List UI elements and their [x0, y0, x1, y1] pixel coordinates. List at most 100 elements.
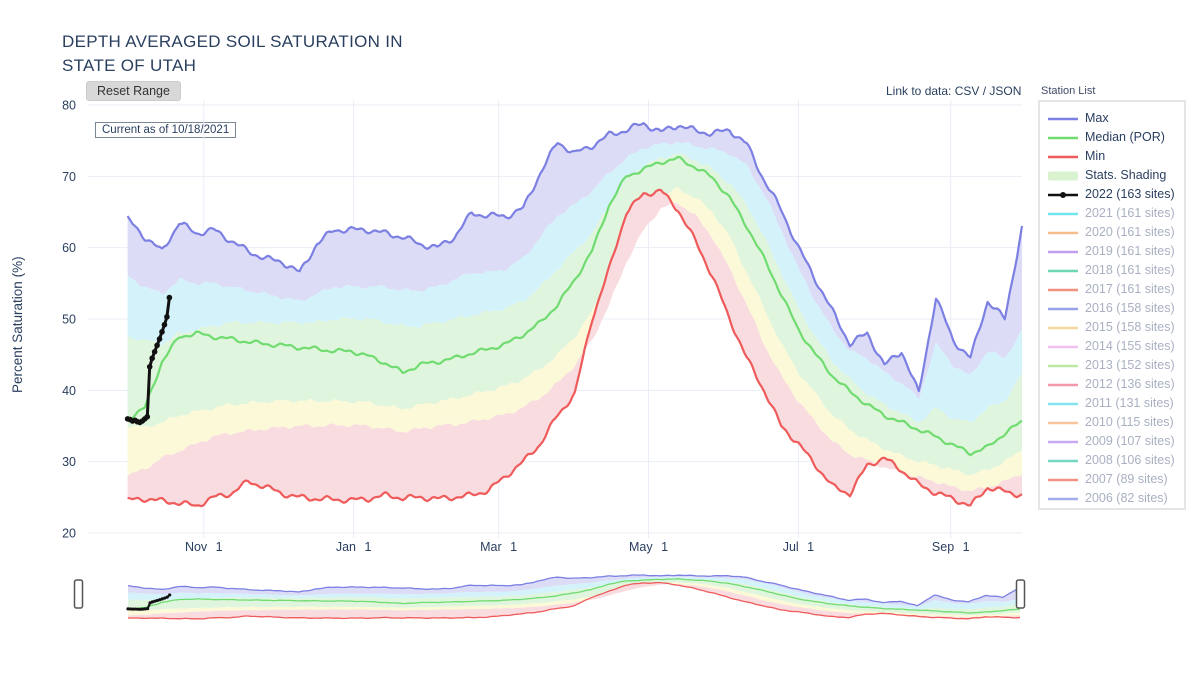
trace-2022-marker — [126, 607, 130, 611]
x-tick-label: Nov 1 — [185, 540, 223, 554]
legend-label: 2006 (82 sites) — [1085, 490, 1168, 505]
band-p30-p10 — [127, 187, 1023, 492]
legend-swatch-line — [1048, 264, 1078, 276]
legend-label: Max — [1085, 110, 1109, 125]
x-tick-label: Mar 1 — [480, 540, 517, 554]
main-plot — [124, 122, 1024, 508]
legend-item-2016-158-sites[interactable]: 2016 (158 sites) — [1040, 298, 1184, 317]
median-line — [127, 155, 1023, 457]
legend-item-2009-107-sites[interactable]: 2009 (107 sites) — [1040, 431, 1184, 450]
y-tick-label: 20 — [62, 526, 76, 540]
page-title: DEPTH AVERAGED SOIL SATURATION IN STATE … — [62, 30, 403, 78]
legend-label: Min — [1085, 148, 1106, 163]
trace-2022-marker — [141, 607, 145, 611]
legend-item-stats-shading[interactable]: Stats. Shading — [1040, 165, 1184, 184]
trace-2022-marker — [155, 598, 160, 603]
legend-swatch-line — [1048, 131, 1078, 143]
reset-range-button[interactable]: Reset Range — [86, 81, 181, 101]
legend-label: 2013 (152 sites) — [1085, 357, 1175, 372]
legend-item-max[interactable]: Max — [1040, 108, 1184, 127]
legend-label: 2018 (161 sites) — [1085, 262, 1175, 277]
legend-item-2008-106-sites[interactable]: 2008 (106 sites) — [1040, 450, 1184, 469]
legend-item-2015-158-sites[interactable]: 2015 (158 sites) — [1040, 317, 1184, 336]
trace-2022-marker — [165, 595, 169, 599]
page-title-line1: DEPTH AVERAGED SOIL SATURATION IN — [62, 32, 403, 51]
trace-2022-marker — [161, 321, 168, 328]
legend-swatch-line — [1048, 473, 1078, 485]
rangeslider[interactable] — [73, 574, 1026, 620]
band-p90-p70 — [127, 142, 1023, 423]
trace-2022-marker — [168, 593, 172, 597]
legend-swatch-line — [1048, 226, 1078, 238]
rangeslider-handle-right[interactable] — [1015, 579, 1026, 609]
legend-item-2018-161-sites[interactable]: 2018 (161 sites) — [1040, 260, 1184, 279]
station-list-link[interactable]: Station List — [1041, 85, 1096, 97]
trace-2022-marker — [160, 597, 164, 601]
y-tick-label: 40 — [62, 384, 76, 398]
trace-2022-marker — [144, 413, 151, 420]
legend-item-median-por[interactable]: Median (POR) — [1040, 127, 1184, 146]
legend-item-2019-161-sites[interactable]: 2019 (161 sites) — [1040, 241, 1184, 260]
legend-label: 2012 (136 sites) — [1085, 376, 1175, 391]
plot-area[interactable] — [88, 100, 1022, 538]
legend-item-2013-152-sites[interactable]: 2013 (152 sites) — [1040, 355, 1184, 374]
legend-item-2014-155-sites[interactable]: 2014 (155 sites) — [1040, 336, 1184, 355]
legend-label: Stats. Shading — [1085, 167, 1167, 182]
trace-2022-marker — [153, 599, 157, 603]
y-tick-label: 60 — [62, 241, 76, 255]
legend-item-2010-115-sites[interactable]: 2010 (115 sites) — [1040, 412, 1184, 431]
trace-2022-marker — [156, 336, 163, 342]
legend-label: 2010 (115 sites) — [1085, 414, 1174, 429]
trace-2022-marker — [143, 607, 147, 611]
trace-2022-marker — [146, 607, 150, 611]
rangeslider-handle-left[interactable] — [73, 579, 84, 609]
x-tick-label: Jul 1 — [783, 540, 814, 554]
band-max-p90 — [127, 123, 1023, 400]
legend-item-min[interactable]: Min — [1040, 146, 1184, 165]
legend-swatch-line — [1048, 435, 1078, 447]
legend-label: 2014 (155 sites) — [1085, 338, 1175, 353]
legend-item-2017-161-sites[interactable]: 2017 (161 sites) — [1040, 279, 1184, 298]
legend-item-2012-136-sites[interactable]: 2012 (136 sites) — [1040, 374, 1184, 393]
page-title-line2: STATE OF UTAH — [62, 56, 197, 75]
legend-label: 2008 (106 sites) — [1085, 452, 1175, 467]
legend-swatch-line — [1048, 397, 1078, 409]
legend-swatch-line — [1048, 378, 1078, 390]
x-tick-label: May 1 — [629, 540, 668, 554]
legend-item-2022-163-sites[interactable]: 2022 (163 sites) — [1040, 184, 1184, 203]
legend-item-2007-89-sites[interactable]: 2007 (89 sites) — [1040, 469, 1184, 488]
trace-2022-marker — [149, 355, 155, 362]
data-download-link[interactable]: Link to data: CSV / JSON — [886, 84, 1022, 98]
legend-item-2011-131-sites[interactable]: 2011 (131 sites) — [1040, 393, 1184, 412]
legend-label: 2020 (161 sites) — [1085, 224, 1175, 239]
y-tick-label: 70 — [62, 170, 76, 184]
legend-item-2021-161-sites[interactable]: 2021 (161 sites) — [1040, 203, 1184, 222]
legend-label: 2021 (161 sites) — [1085, 205, 1175, 220]
x-tick-label: Sep 1 — [932, 540, 970, 554]
current-as-of-annotation: Current as of 10/18/2021 — [95, 122, 237, 138]
trace-2022-marker — [133, 607, 137, 611]
legend-label: 2011 (131 sites) — [1085, 395, 1174, 410]
legend-label: Median (POR) — [1085, 129, 1165, 144]
legend-item-2020-161-sites[interactable]: 2020 (161 sites) — [1040, 222, 1184, 241]
legend-swatch-line — [1048, 245, 1078, 257]
band-p30-p10 — [128, 582, 1020, 618]
legend-swatch-line — [1048, 321, 1078, 333]
legend-swatch-line — [1048, 492, 1078, 504]
trace-2022-marker — [158, 598, 162, 602]
min-line — [127, 188, 1023, 508]
legend-swatch-line — [1048, 112, 1078, 124]
legend-swatch-patch — [1048, 169, 1078, 181]
legend-item-2006-82-sites[interactable]: 2006 (82 sites) — [1040, 488, 1184, 507]
y-tick-label: 30 — [62, 455, 76, 469]
min-line — [128, 581, 1021, 620]
legend-swatch-line — [1048, 188, 1078, 200]
trace-2022-marker — [146, 363, 153, 370]
band-stats-shading — [128, 578, 1020, 616]
median-line — [128, 578, 1021, 614]
trace-2022-marker — [163, 596, 167, 600]
band-max-p90 — [128, 574, 1020, 607]
legend-label: 2007 (89 sites) — [1085, 471, 1168, 486]
